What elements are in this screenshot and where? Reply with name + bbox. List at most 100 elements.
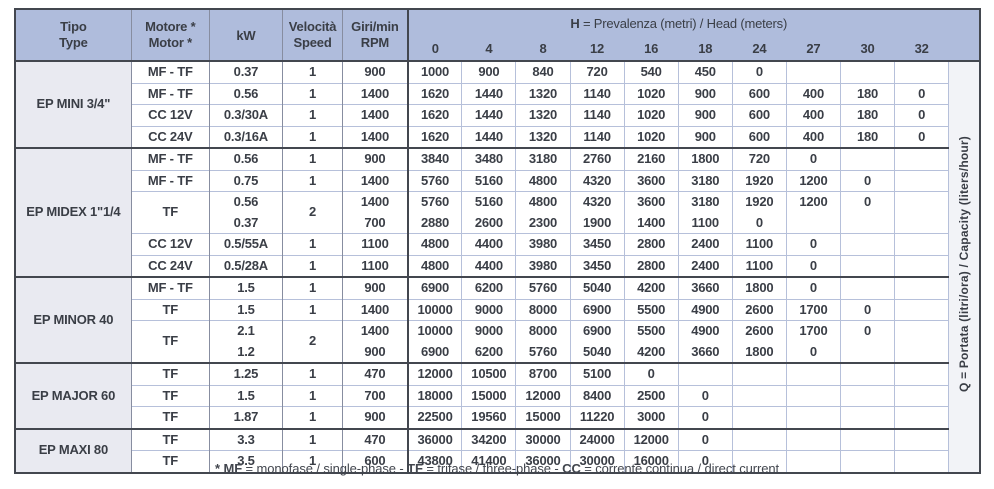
- capacity-value-cell: 0: [678, 427, 733, 451]
- capacity-value-cell: 1620: [407, 125, 463, 148]
- rpm-cell: 900: [342, 276, 409, 299]
- capacity-value-cell: 2800: [624, 233, 679, 255]
- speed-count-cell: 1: [282, 104, 344, 126]
- capacity-value-cell: 4900: [678, 298, 733, 321]
- capacity-value-cell: 2160: [624, 147, 679, 170]
- capacity-value-cell: 3450: [570, 233, 625, 255]
- head-value-24: 24: [732, 36, 787, 62]
- kw-value: 1.5: [237, 387, 255, 403]
- capacity-value-cell: 36000: [407, 427, 463, 451]
- rpm-cell: 900: [342, 60, 409, 83]
- table-row: CC 12V 0.5/55A 1 1100 4800 4400 3980 3450 2800 24…: [15, 233, 980, 255]
- capacity-value-cell: 0: [894, 82, 950, 105]
- table-row: MF - TF 0.75 1 1400 5760 5160 4800 4320 3600 3180…: [15, 169, 980, 192]
- capacity-value-cell: 4800: [407, 254, 463, 277]
- table-row: MF - TF 0.56 1 1400 1620 1440 1320 1140 1020 900 6…: [15, 82, 980, 105]
- rpm-cell: 900: [342, 406, 409, 429]
- capacity-value-cell: [894, 384, 950, 407]
- rpm-value: 1400: [360, 128, 389, 144]
- capacity-value-cell: 4800: [407, 233, 463, 255]
- capacity-value-cell: 0: [786, 147, 841, 170]
- head-value-18: 18: [678, 36, 733, 62]
- motor-type-cell: MF - TF: [131, 169, 210, 192]
- table-row: EP MINOR 40 MF - TF 1.5 1 900 6900 6200 5760 504…: [15, 276, 980, 363]
- motor-type-cell: TF: [131, 427, 210, 451]
- capacity-value-cell: 0: [786, 276, 841, 299]
- motor-type-cell: TF: [131, 384, 210, 407]
- capacity-value-cell: 600: [732, 125, 787, 148]
- rpm-value: 700: [364, 387, 386, 403]
- capacity-value-cell: 6200: [461, 276, 517, 299]
- capacity-value-cell: 3180: [678, 169, 733, 192]
- kw-value: 0.56: [233, 194, 259, 209]
- kw-value: 0.3/16A: [223, 128, 268, 144]
- capacity-value-cell: 3180: [678, 191, 733, 213]
- capacity-value-cell: 1100: [678, 212, 733, 234]
- capacity-value-cell: [732, 384, 787, 407]
- motor-type-cell: TF: [131, 298, 210, 321]
- capacity-value-cell: 5040: [570, 341, 625, 363]
- speed-count-cell: 1: [282, 233, 344, 255]
- rpm-value: 900: [364, 64, 386, 79]
- kw-value: 1.5: [237, 280, 255, 295]
- table-row: EP MAJOR 60 TF 1.25 1 470 12000 10500 8700 5100 0: [15, 362, 980, 429]
- capacity-value-cell: 43800: [407, 450, 463, 473]
- capacity-value-cell: 6200: [461, 341, 517, 363]
- speed-count-cell: 1: [282, 254, 344, 277]
- motor-type-cell: CC 12V: [131, 233, 210, 255]
- capacity-value-cell: [894, 233, 950, 255]
- capacity-value-cell: 1320: [515, 125, 571, 148]
- capacity-value-cell: [678, 362, 733, 385]
- capacity-value-cell: 10500: [461, 362, 517, 385]
- capacity-value-cell: [894, 212, 950, 234]
- kw-value: 0.37: [233, 64, 259, 79]
- speed-count-cell: 1: [282, 147, 344, 170]
- rpm-cell: 1400: [342, 169, 409, 192]
- capacity-value-cell: 0: [840, 298, 896, 321]
- capacity-value-cell: 3450: [570, 254, 625, 277]
- footnote-seg-tf: TF: [407, 461, 423, 476]
- rpm-value: 470: [364, 431, 386, 447]
- capacity-value-cell: [786, 450, 841, 473]
- power-kw-cell: 0.56: [209, 147, 284, 170]
- speed-count-cell: 1: [282, 60, 344, 83]
- capacity-value-cell: 180: [840, 82, 896, 105]
- capacity-value-cell: 1200: [786, 169, 841, 192]
- capacity-value-cell: 450: [678, 60, 733, 83]
- motor-type-cell: CC 24V: [131, 125, 210, 148]
- capacity-value-cell: 15000: [515, 406, 571, 429]
- capacity-value-cell: 0: [786, 254, 841, 277]
- power-kw-cell: 3.3: [209, 427, 284, 451]
- capacity-value-cell: 8000: [515, 320, 571, 342]
- table-row: CC 24V 0.3/16A 1 1400 1620 1440 1320 1140 1020 90…: [15, 125, 980, 148]
- head-value-32: 32: [894, 36, 949, 62]
- capacity-value-cell: 10000: [407, 298, 463, 321]
- capacity-value-cell: 400: [786, 104, 841, 126]
- table-row: TF 1.5 1 700 18000 15000 12000 8400 2500 0: [15, 384, 980, 407]
- capacity-value-cell: 900: [678, 82, 733, 105]
- capacity-value-cell: 12000: [515, 384, 571, 407]
- motor-type-cell: TF: [131, 406, 210, 429]
- rpm-cell: 700: [342, 384, 409, 407]
- kw-value: 0.5/55A: [223, 236, 268, 251]
- table-row: TF 1.87 1 900 22500 19560 15000 11220 3000 0: [15, 406, 980, 429]
- kw-value: 0.37: [233, 214, 259, 230]
- capacity-value-cell: 8000: [515, 298, 571, 321]
- motor-type-cell: MF - TF: [131, 147, 210, 170]
- capacity-value-cell: 4900: [678, 320, 733, 342]
- capacity-value-cell: 24000: [570, 427, 625, 451]
- capacity-value-cell: 1000: [407, 60, 463, 83]
- rpm-value: 470: [364, 366, 386, 381]
- table-row: TF 3.5 1 600 43800 41400 36000 30000 16000 0: [15, 450, 980, 473]
- capacity-value-cell: 2880: [407, 212, 463, 234]
- capacity-value-cell: 0: [732, 60, 787, 83]
- motor-type-cell: TF: [131, 320, 210, 363]
- capacity-value-cell: 3840: [407, 147, 463, 170]
- motor-type-cell: CC 12V: [131, 104, 210, 126]
- capacity-value-cell: 400: [786, 125, 841, 148]
- power-kw-cell: 2.1 1.2: [209, 320, 284, 363]
- rpm-cell: 470: [342, 362, 409, 385]
- capacity-value-cell: 4400: [461, 254, 517, 277]
- capacity-value-cell: [894, 60, 950, 83]
- speed-count-cell: 1: [282, 427, 344, 451]
